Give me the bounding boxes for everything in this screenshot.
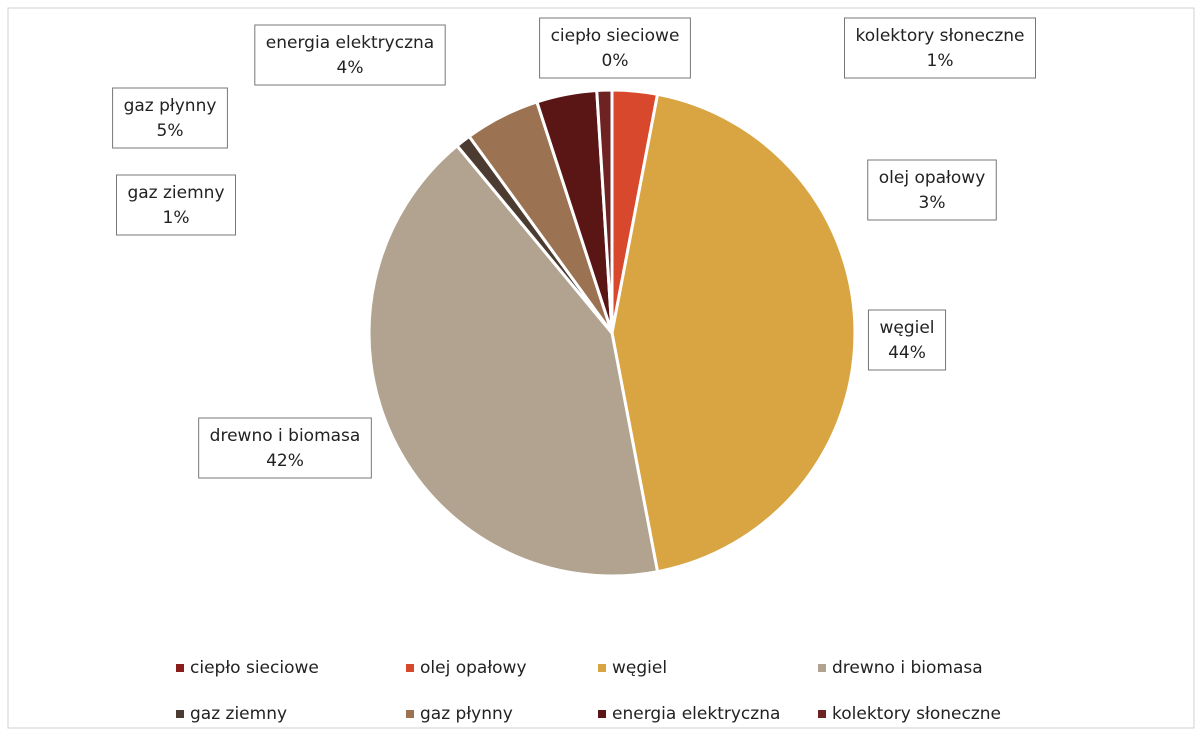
data-label: olej opałowy 3% [867, 159, 997, 221]
legend-label: ciepło sieciowe [190, 658, 319, 678]
pie-slice [595, 88, 614, 334]
data-label-name: energia elektryczna [266, 33, 434, 53]
data-label: gaz ziemny 1% [115, 174, 237, 236]
legend-label: gaz ziemny [190, 704, 287, 724]
legend-swatch [818, 664, 826, 672]
data-label-name: węgiel [879, 318, 934, 338]
legend-swatch [598, 664, 606, 672]
data-label: drewno i biomasa 42% [198, 417, 372, 479]
legend-label: drewno i biomasa [832, 658, 983, 678]
legend-label: kolektory słoneczne [832, 704, 1001, 724]
legend-label: węgiel [612, 658, 667, 678]
legend-label: olej opałowy [420, 658, 527, 678]
legend-swatch [176, 664, 184, 672]
data-label-box [198, 417, 372, 479]
data-label-value: 4% [337, 58, 364, 78]
data-label-box [867, 309, 947, 371]
data-label-value: 1% [927, 51, 954, 71]
data-label-box [843, 17, 1037, 79]
legend-swatch [406, 664, 414, 672]
legend-label: gaz płynny [420, 704, 513, 724]
data-label-value: 5% [157, 121, 184, 141]
data-label-value: 1% [163, 208, 190, 228]
data-label-value: 44% [888, 343, 926, 363]
data-label-value: 0% [602, 51, 629, 71]
data-label-name: kolektory słoneczne [855, 26, 1024, 46]
data-label-box [539, 17, 691, 79]
data-label-box [115, 174, 237, 236]
legend-swatch [406, 710, 414, 718]
data-label: węgiel 44% [867, 309, 947, 371]
data-label-name: gaz płynny [124, 96, 217, 116]
data-label-box [112, 87, 228, 149]
data-label: ciepło sieciowe 0% [539, 17, 691, 79]
data-label-name: gaz ziemny [127, 183, 224, 203]
legend-swatch [818, 710, 826, 718]
data-label: kolektory słoneczne 1% [843, 17, 1037, 79]
data-label-value: 42% [266, 451, 304, 471]
pie-slice [610, 92, 857, 574]
data-label: energia elektryczna 4% [254, 24, 446, 86]
data-label-box [254, 24, 446, 86]
data-label-name: olej opałowy [879, 168, 986, 188]
data-label-box [867, 159, 997, 221]
legend-swatch [598, 710, 606, 718]
data-label-name: ciepło sieciowe [551, 26, 680, 46]
legend-label: energia elektryczna [612, 704, 780, 724]
legend-swatch [176, 710, 184, 718]
data-label-value: 3% [919, 193, 946, 213]
data-label: gaz płynny 5% [112, 87, 228, 149]
data-label-name: drewno i biomasa [210, 426, 361, 446]
pie-slice [367, 143, 660, 578]
